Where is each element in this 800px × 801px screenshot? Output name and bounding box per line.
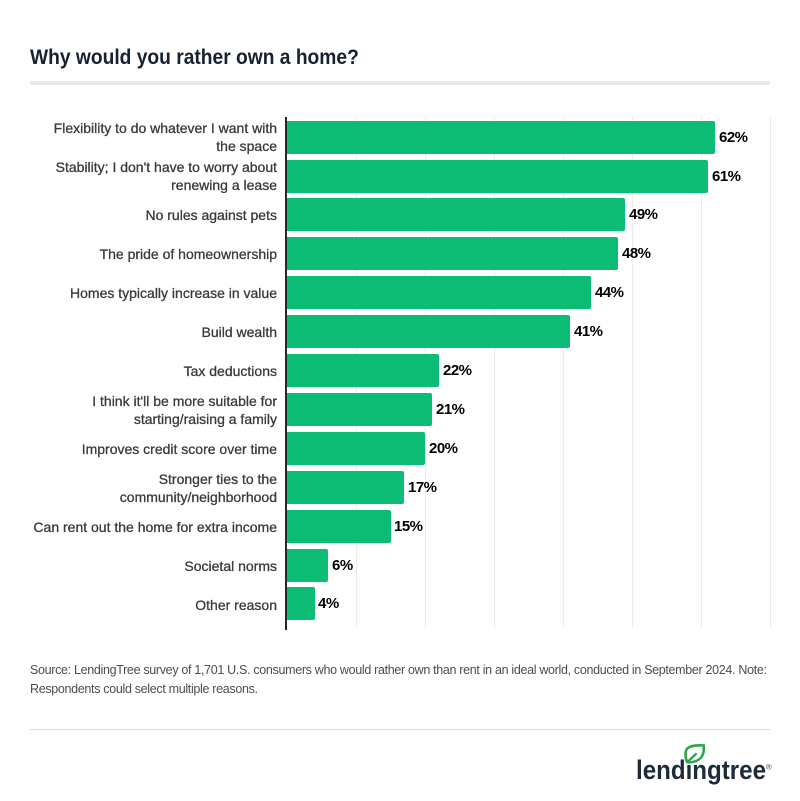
svg-text:lendıngtree: lendıngtree [636, 755, 766, 785]
svg-text:®: ® [766, 763, 772, 772]
